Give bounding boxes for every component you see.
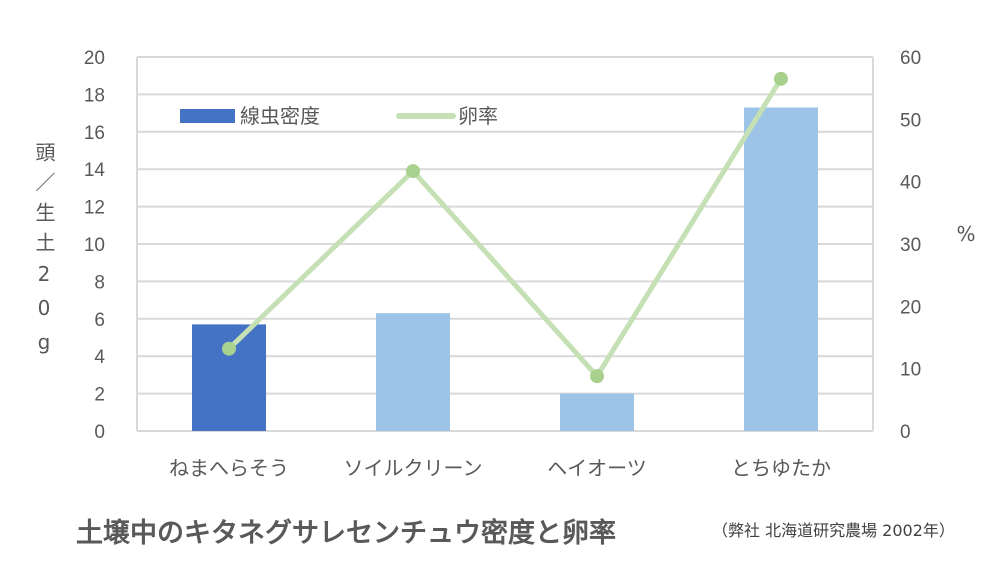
category-label: ねまへらそう xyxy=(169,456,289,480)
bars xyxy=(192,107,818,432)
source-note: （弊社 北海道研究農場 2002年） xyxy=(712,521,955,540)
y-tick-label: 6 xyxy=(94,310,105,331)
y2-tick-label: 50 xyxy=(900,110,921,131)
legend-swatch-density xyxy=(180,109,235,123)
y-tick-label: 20 xyxy=(84,48,105,69)
category-labels: ねまへらそう ソイルクリーン ヘイオーツ とちゆたか xyxy=(169,456,831,480)
y-tick-label: 14 xyxy=(84,160,106,181)
y2-tick-label: 10 xyxy=(900,360,921,381)
y-tick-label: 4 xyxy=(94,347,105,368)
y-axis-label: 頭／生土20g xyxy=(32,142,56,364)
y2-tick-label: 40 xyxy=(900,173,921,194)
bar xyxy=(560,393,634,431)
legend: 線虫密度 卵率 xyxy=(180,104,498,128)
category-label: とちゆたか xyxy=(731,456,831,480)
bar xyxy=(376,313,450,431)
y-tick-label: 10 xyxy=(84,235,105,256)
line-series xyxy=(222,71,788,384)
category-label: ソイルクリーン xyxy=(344,456,483,480)
category-label: ヘイオーツ xyxy=(547,456,647,480)
chart-title: 土壌中のキタネグサレセンチュウ密度と卵率 xyxy=(76,517,616,549)
y-tick-label: 16 xyxy=(84,123,105,144)
bar xyxy=(744,107,818,432)
line-marker xyxy=(406,164,420,179)
legend-label-eggrate: 卵率 xyxy=(458,104,498,128)
y-tick-label: 12 xyxy=(84,198,105,219)
line-marker xyxy=(590,369,604,384)
line-marker xyxy=(774,71,788,86)
right-axis-ticks: 0 10 20 30 40 50 60 xyxy=(900,48,921,443)
line-path xyxy=(227,77,784,379)
left-axis-ticks: 0 2 4 6 8 10 12 14 16 18 20 xyxy=(84,48,106,443)
y-tick-label: 2 xyxy=(94,385,105,406)
line-marker xyxy=(222,341,236,356)
y-tick-label: 0 xyxy=(94,422,105,443)
y-tick-label: 18 xyxy=(84,85,105,106)
y2-tick-label: 30 xyxy=(900,235,921,256)
y2-axis-label: % xyxy=(956,222,975,246)
y-tick-label: 8 xyxy=(94,272,105,293)
bar xyxy=(192,324,266,431)
legend-label-density: 線虫密度 xyxy=(240,104,320,128)
y2-tick-label: 60 xyxy=(900,48,921,69)
y2-tick-label: 20 xyxy=(900,297,921,318)
y2-tick-label: 0 xyxy=(900,422,911,443)
